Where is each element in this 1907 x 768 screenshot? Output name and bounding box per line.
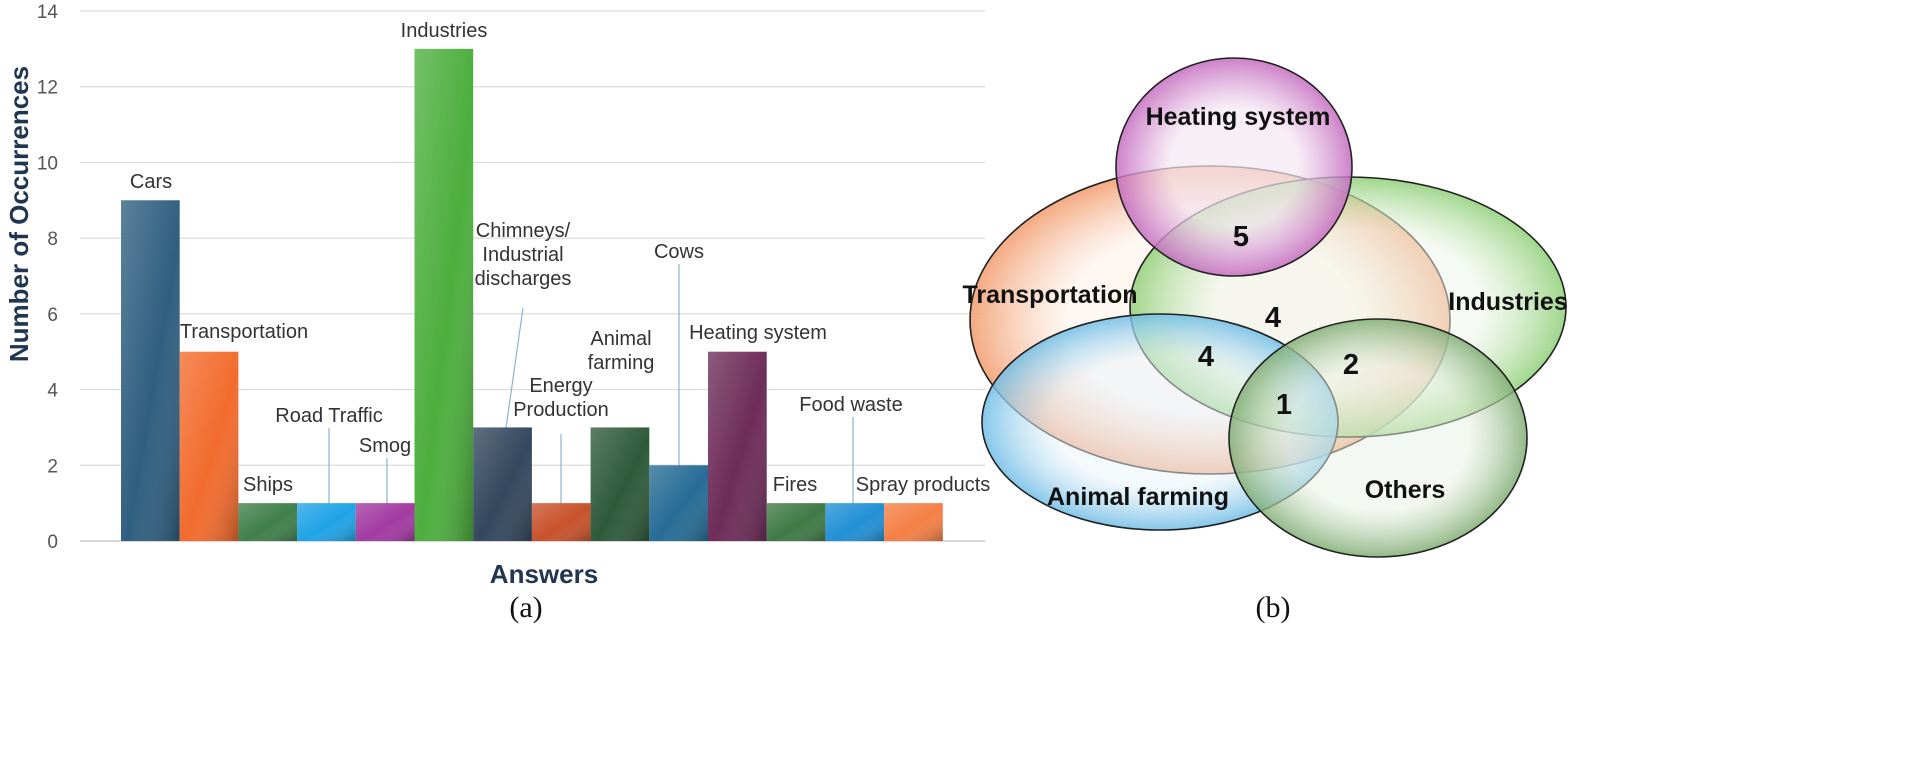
label-leader-lines: [328, 264, 854, 505]
bar-shading: [121, 200, 180, 542]
bar-shading: [766, 503, 826, 541]
venn-label-heating-system: Heating system: [1146, 103, 1331, 131]
bar-shading: [414, 48, 474, 541]
bar-label: Chimneys/Industrial discharges: [475, 220, 572, 290]
bar-label: Industries: [401, 20, 488, 42]
venn-set-others: [1228, 318, 1528, 558]
y-axis-title: Number of Occurrences: [4, 66, 34, 362]
x-axis-title: Answers: [490, 559, 598, 589]
venn-diagram: Heating system Transportation Industries…: [962, 57, 1568, 624]
bar-label: Ships: [243, 474, 293, 496]
y-tick-label: 10: [37, 153, 58, 174]
y-tick-labels: 0 2 4 6 8 10 12 14: [37, 2, 59, 553]
venn-label-animal-farming: Animal farming: [1047, 483, 1229, 511]
bar-label: Cars: [130, 171, 172, 193]
bar-label: Heating system: [689, 322, 827, 344]
venn-region-value: 1: [1276, 389, 1292, 421]
bar-label: Food waste: [799, 394, 902, 416]
y-tick-label: 2: [47, 456, 58, 477]
bar-shading: [179, 351, 239, 541]
venn-label-industries: Industries: [1448, 288, 1567, 316]
y-tick-label: 6: [47, 305, 58, 326]
bar-shading: [825, 503, 885, 541]
panel-label-b: (b): [1256, 591, 1291, 624]
bar-shading: [649, 465, 708, 541]
bar-label: Fires: [773, 474, 817, 496]
bar-shading: [238, 503, 298, 541]
bar-label: Smog: [359, 435, 411, 457]
venn-region-value: 5: [1233, 221, 1249, 253]
y-tick-label: 4: [47, 381, 58, 402]
panel-label-a: (a): [509, 591, 542, 624]
bar-shading: [531, 503, 591, 541]
venn-set-heating-system: [1115, 57, 1353, 277]
label-leader-line: [505, 307, 524, 429]
bar-labels: Cars Transportation Ships Road Traffic Smog I…: [130, 20, 990, 496]
bar-shading: [590, 427, 650, 541]
bar-label: Transportation: [180, 321, 308, 343]
bar-label: Cows: [654, 241, 704, 263]
venn-region-value: 2: [1343, 349, 1359, 381]
bar-shading: [355, 503, 415, 541]
bar-chart: 0 2 4 6 8 10 12 14 Cars Transportation Ships Road …: [4, 2, 990, 624]
bar-shading: [708, 351, 767, 541]
venn-label-transportation: Transportation: [962, 281, 1137, 309]
bar-shading: [473, 427, 532, 541]
venn-region-value: 4: [1198, 341, 1214, 373]
y-tick-label: 14: [37, 2, 59, 23]
venn-label-others: Others: [1365, 476, 1446, 504]
y-tick-label: 12: [37, 78, 58, 99]
bar-label: Spray products: [856, 474, 991, 496]
bar-shading: [884, 503, 943, 541]
bar-shading: [297, 503, 356, 541]
y-tick-label: 8: [47, 229, 58, 250]
venn-region-value: 4: [1265, 302, 1281, 334]
bar-label: Animal farming: [588, 328, 655, 374]
bar-label: Road Traffic: [275, 405, 382, 427]
bar-label: Energy Production: [513, 375, 609, 421]
y-tick-label: 0: [47, 532, 58, 553]
bars: [121, 48, 943, 542]
